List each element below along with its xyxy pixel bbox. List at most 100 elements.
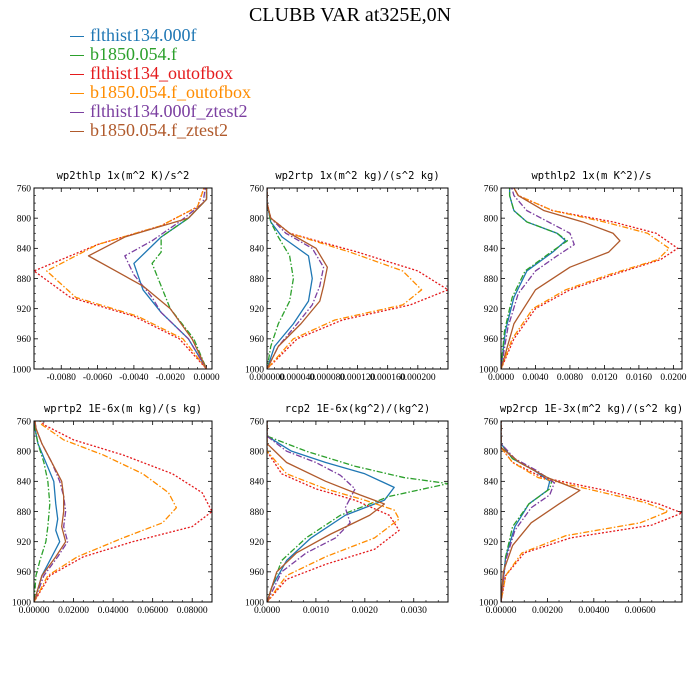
series-line bbox=[501, 421, 551, 602]
y-tick-label: 800 bbox=[17, 447, 32, 457]
legend-line-swatch bbox=[70, 112, 84, 113]
x-tick-label: 0.0000 bbox=[488, 373, 514, 383]
y-tick-label: 960 bbox=[484, 335, 499, 345]
series-line bbox=[267, 188, 313, 369]
y-tick-label: 800 bbox=[250, 214, 265, 224]
x-tick-label: 0.000120 bbox=[340, 373, 376, 383]
series-line bbox=[267, 421, 395, 602]
legend-label: flthist134.000f bbox=[90, 25, 197, 45]
x-tick-label: -0.0020 bbox=[156, 373, 186, 383]
series-line bbox=[87, 188, 208, 369]
series-line bbox=[34, 188, 208, 369]
legend-label: flthist134_outofbox bbox=[90, 63, 233, 83]
y-tick-label: 1000 bbox=[12, 598, 31, 608]
series-line bbox=[267, 188, 295, 369]
series-line bbox=[267, 421, 400, 602]
legend-line-swatch bbox=[70, 93, 84, 94]
x-tick-label: 0.000000 bbox=[249, 373, 285, 383]
y-tick-label: 880 bbox=[250, 275, 265, 285]
chart-panel: wpthlp2 1x(m K^2)/s 760 800 840 880 920 960 100… bbox=[479, 170, 687, 383]
chart-panel: rcp2 1E-6x(kg^2)/(kg^2) 760 800 840 880 920 96… bbox=[245, 403, 449, 616]
x-tick-label: 0.08000 bbox=[177, 606, 208, 616]
series-line bbox=[34, 421, 67, 602]
series-line bbox=[34, 421, 51, 602]
y-tick-label: 800 bbox=[17, 214, 32, 224]
series-line bbox=[34, 421, 212, 602]
series-line bbox=[151, 188, 208, 369]
y-tick-label: 960 bbox=[250, 568, 265, 578]
x-tick-label: 0.0030 bbox=[401, 606, 427, 616]
chart-panel: wp2thlp 1x(m^2 K)/s^2 760 800 840 880 920 960 1… bbox=[12, 170, 220, 383]
legend-line-swatch bbox=[70, 131, 84, 132]
x-tick-label: 0.04000 bbox=[98, 606, 129, 616]
series-line bbox=[501, 421, 556, 602]
series-line bbox=[501, 188, 679, 369]
y-tick-label: 880 bbox=[17, 508, 32, 518]
y-tick-label: 760 bbox=[484, 184, 499, 194]
series-line bbox=[46, 188, 208, 369]
x-tick-label: 0.00400 bbox=[578, 606, 609, 616]
series-line bbox=[267, 421, 448, 602]
chart-panel: wp2rtp 1x(m^2 kg)/(s^2 kg) 760 800 840 880 92… bbox=[245, 170, 449, 383]
y-tick-label: 840 bbox=[17, 245, 32, 255]
figure-title: CLUBB VAR at325E,0N bbox=[248, 4, 452, 26]
series-line bbox=[267, 421, 400, 602]
y-tick-label: 1000 bbox=[479, 598, 498, 608]
plot-frame bbox=[266, 187, 449, 370]
y-tick-label: 920 bbox=[17, 305, 32, 315]
series-line bbox=[501, 421, 669, 602]
legend-line-swatch bbox=[70, 55, 84, 56]
series-line bbox=[267, 188, 448, 369]
series-line bbox=[501, 188, 567, 369]
x-tick-label: 0.06000 bbox=[137, 606, 168, 616]
series-line bbox=[501, 421, 581, 602]
panel-title: wp2rcp 1E-3x(m^2 kg)/(s^2 kg) bbox=[500, 403, 683, 415]
y-tick-label: 920 bbox=[17, 538, 32, 548]
series-line bbox=[267, 188, 325, 369]
x-tick-label: 0.0160 bbox=[626, 373, 652, 383]
y-tick-label: 1000 bbox=[12, 365, 31, 375]
legend-line-swatch bbox=[70, 74, 84, 75]
x-tick-label: 0.000160 bbox=[370, 373, 406, 383]
series-line bbox=[267, 188, 328, 369]
x-tick-label: 0.000040 bbox=[279, 373, 315, 383]
y-tick-label: 880 bbox=[250, 508, 265, 518]
x-tick-label: 0.0000 bbox=[254, 606, 280, 616]
x-tick-label: 0.02000 bbox=[58, 606, 89, 616]
y-tick-label: 880 bbox=[484, 508, 499, 518]
x-tick-label: 0.0080 bbox=[557, 373, 583, 383]
y-tick-label: 960 bbox=[17, 335, 32, 345]
x-tick-label: 0.0020 bbox=[352, 606, 378, 616]
panel-title: wprtp2 1E-6x(m kg)/(s kg) bbox=[44, 403, 202, 415]
y-tick-label: 920 bbox=[250, 305, 265, 315]
y-tick-label: 840 bbox=[250, 478, 265, 488]
panel-title: rcp2 1E-6x(kg^2)/(kg^2) bbox=[285, 403, 430, 415]
legend-line-swatch bbox=[70, 36, 84, 37]
series-line bbox=[267, 188, 423, 369]
series-line bbox=[501, 421, 682, 602]
y-tick-label: 760 bbox=[250, 184, 265, 194]
legend-label: b1850.054.f bbox=[90, 44, 177, 64]
y-tick-label: 800 bbox=[250, 447, 265, 457]
series-line bbox=[267, 421, 386, 602]
y-tick-label: 920 bbox=[484, 538, 499, 548]
y-tick-label: 880 bbox=[484, 275, 499, 285]
x-tick-label: 0.0040 bbox=[522, 373, 548, 383]
series-line bbox=[501, 188, 575, 369]
y-tick-label: 880 bbox=[17, 275, 32, 285]
x-tick-label: 0.0200 bbox=[660, 373, 686, 383]
series-line bbox=[267, 421, 356, 602]
y-tick-label: 960 bbox=[484, 568, 499, 578]
series-line bbox=[124, 188, 208, 369]
y-tick-label: 760 bbox=[17, 417, 32, 427]
x-tick-label: 0.0010 bbox=[303, 606, 329, 616]
chart-panel: wprtp2 1E-6x(m kg)/(s kg) 760 800 840 880 920… bbox=[12, 403, 213, 616]
panel-title: wp2rtp 1x(m^2 kg)/(s^2 kg) bbox=[275, 170, 439, 182]
plot-frame bbox=[266, 420, 449, 603]
y-tick-label: 1000 bbox=[245, 598, 264, 608]
plot-frame bbox=[33, 420, 213, 603]
y-tick-label: 840 bbox=[17, 478, 32, 488]
chart-panel: wp2rcp 1E-3x(m^2 kg)/(s^2 kg)760 800 840 88… bbox=[479, 403, 683, 616]
y-tick-label: 1000 bbox=[245, 365, 264, 375]
x-tick-label: 0.000200 bbox=[400, 373, 436, 383]
